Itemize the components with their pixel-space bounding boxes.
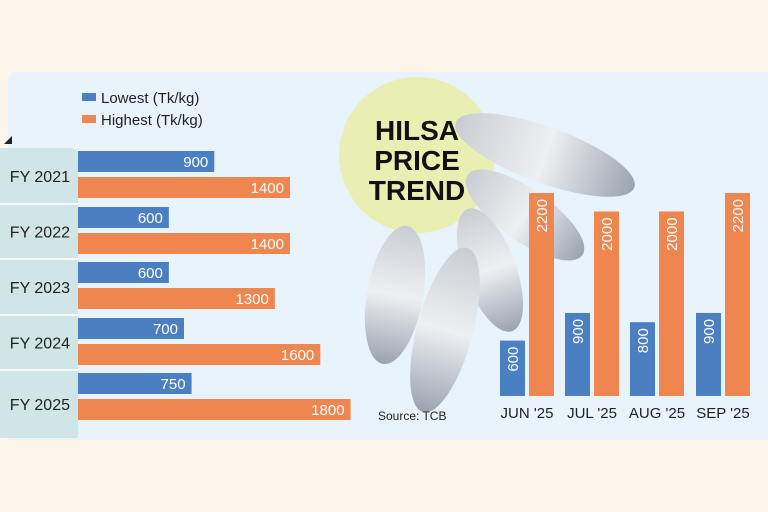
data-label: 600: [138, 210, 163, 227]
data-label: 600: [138, 265, 163, 282]
data-label: 2200: [534, 199, 551, 232]
chart-title: HILSA: [375, 115, 459, 146]
legend-swatch: [82, 115, 96, 123]
fish-image: [410, 247, 480, 413]
data-label: 2000: [599, 217, 616, 250]
bar-lowest: [78, 207, 169, 228]
label-column: [0, 148, 78, 438]
bar-lowest: [565, 312, 590, 396]
chart-title: TREND: [369, 175, 465, 206]
data-label: 900: [183, 154, 208, 171]
legend-label: Lowest (Tk/kg): [101, 90, 199, 107]
data-label: 1400: [251, 236, 284, 253]
data-label: 800: [635, 328, 652, 353]
bar-highest: [659, 211, 684, 396]
category-label: SEP '25: [696, 405, 749, 422]
data-label: 700: [153, 321, 178, 338]
data-label: 750: [161, 376, 186, 393]
legend-label: Highest (Tk/kg): [101, 112, 203, 129]
bar-lowest: [78, 262, 169, 283]
bar-lowest: [630, 322, 655, 396]
category-label: FY 2025: [10, 397, 70, 414]
category-label: FY 2022: [10, 225, 70, 242]
data-label: 1300: [235, 291, 268, 308]
category-label: JUL '25: [567, 405, 617, 422]
title-circle: [339, 77, 495, 233]
data-label: 1600: [281, 347, 314, 364]
bar-highest: [725, 193, 750, 396]
bar-highest: [78, 233, 290, 254]
source-note: Source: TCB: [378, 409, 446, 423]
category-label: FY 2021: [10, 169, 70, 186]
bar-highest: [594, 211, 619, 396]
fish-image: [455, 113, 635, 197]
bar-lowest: [78, 373, 192, 394]
data-label: 900: [701, 319, 718, 344]
category-label: FY 2024: [10, 336, 70, 353]
bar-highest: [529, 193, 554, 396]
category-label: JUN '25: [501, 405, 554, 422]
data-label: 600: [505, 347, 522, 372]
bar-highest: [78, 399, 351, 420]
category-label: FY 2023: [10, 280, 70, 297]
data-label: 1400: [251, 180, 284, 197]
bar-lowest: [78, 151, 215, 172]
chart-title: PRICE: [374, 145, 460, 176]
corner-marker: [4, 136, 12, 144]
fish-image: [465, 169, 585, 261]
data-label: 900: [570, 319, 587, 344]
bar-lowest: [696, 312, 721, 396]
data-label: 2000: [664, 217, 681, 250]
bar-lowest: [500, 340, 525, 396]
bar-highest: [78, 288, 275, 309]
bar-lowest: [78, 318, 184, 339]
category-label: AUG '25: [629, 405, 685, 422]
bar-highest: [78, 344, 321, 365]
data-label: 1800: [311, 402, 344, 419]
legend-swatch: [82, 93, 96, 101]
data-label: 2200: [730, 199, 747, 232]
fish-image: [456, 208, 524, 332]
bar-highest: [78, 177, 290, 198]
fish-image: [364, 225, 426, 365]
